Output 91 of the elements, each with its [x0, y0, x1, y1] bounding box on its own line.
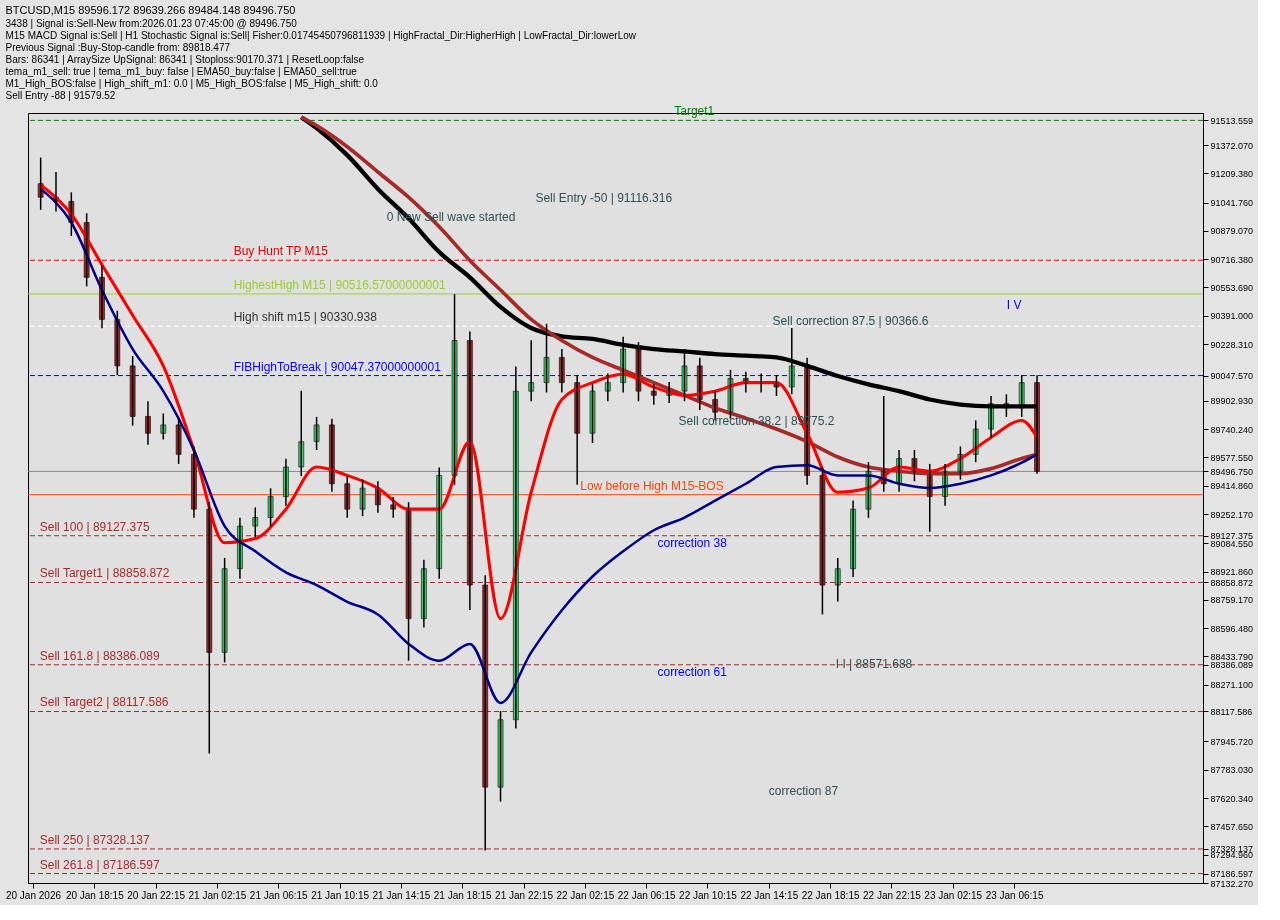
text: 3438 | Signal is:Sell-New from:2026.01.23 07:45:00 @ 89496.750	[5, 18, 298, 30]
y-tick-label: 87132.270	[1210, 878, 1254, 889]
text: tema_m1_sell: true | tema_m1_buy: false | EMA50_buy:false | EMA50_sell:true	[5, 66, 358, 78]
candlestick	[252, 506, 259, 538]
y-tick-label: 89902.930	[1210, 396, 1254, 407]
x-tick-label: 20 Jan 22:15	[127, 889, 186, 901]
ref-line-label: Sell 261.8 | 87186.597	[39, 857, 160, 872]
chart-title: BTCUSD,M15 89596.172 89639.266 89484.148 89496.750	[5, 4, 296, 17]
y-tick-label: 87457.650	[1210, 821, 1254, 832]
y-tick-label: 88271.100	[1210, 680, 1254, 691]
y-tick-label: 89414.860	[1210, 481, 1254, 492]
ref-line-label: FIBHighToBreak | 90047.37000000001	[233, 359, 442, 374]
candlestick	[635, 341, 642, 402]
candlestick	[160, 412, 167, 441]
x-tick-label: 21 Jan 22:15	[495, 889, 554, 901]
x-tick-label: 20 Jan 18:15	[65, 889, 125, 901]
annotation: I V	[1006, 298, 1022, 313]
ref-line-label: High shift m15 | 90330.938	[233, 310, 378, 325]
candlestick	[175, 417, 182, 465]
candlestick	[451, 293, 458, 486]
y-tick-label: 87186.597	[1210, 869, 1254, 880]
text: Previous Signal :Buy-Stop-candle from: 89818.477	[5, 42, 231, 54]
x-tick-label: 23 Jan 06:15	[985, 889, 1044, 901]
annotation: Sell Entry -50 | 91116.316	[535, 190, 673, 205]
text: Bars: 86341 | ArraySize UpSignal: 86341 | Stoploss:90170.371 | ResetLoop:false	[5, 54, 365, 66]
x-tick-label: 22 Jan 22:15	[863, 889, 922, 901]
x-tick-label: 22 Jan 10:15	[679, 889, 738, 901]
y-tick-label: 90047.570	[1210, 371, 1254, 382]
x-tick-label: 22 Jan 18:15	[801, 889, 860, 901]
y-tick-label: 91209.380	[1210, 168, 1254, 179]
y-tick-label: 88921.860	[1210, 567, 1254, 577]
y-tick-label: 90879.070	[1210, 226, 1254, 237]
ref-line-label: Sell Target1 | 88858.872	[39, 566, 170, 581]
y-tick-label: 91513.559	[1210, 115, 1254, 126]
x-tick-label: 22 Jan 02:15	[556, 889, 615, 901]
candlestick	[359, 478, 366, 517]
y-tick-label: 89740.240	[1210, 424, 1254, 435]
candlestick	[405, 501, 412, 662]
y-tick-label: 89577.550	[1210, 452, 1254, 463]
y-tick-label: 87783.030	[1210, 765, 1254, 776]
y-tick-label: 90228.310	[1210, 339, 1254, 350]
text: Sell Entry -88 | 91579.52	[5, 90, 116, 102]
y-tick-label: 90716.380	[1210, 254, 1254, 265]
candlestick	[129, 355, 136, 427]
candlestick	[865, 461, 872, 519]
candlestick	[589, 383, 596, 444]
y-tick-label: 90553.690	[1210, 282, 1254, 293]
y-tick-label: 91041.760	[1210, 198, 1254, 209]
x-tick-label: 21 Jan 14:15	[372, 889, 431, 901]
annotation: correction 87	[768, 783, 839, 798]
candlestick	[681, 348, 688, 402]
text: M15 MACD Signal is:Sell | H1 Stochastic Signal is:Sell| Fisher:0.01745450796811939 | HighFractal_Dir:HigherHigh | LowFractal_Dir:lowerLow	[5, 30, 637, 42]
x-tick-label: 22 Jan 06:15	[617, 889, 677, 901]
ref-line-label: Buy Hunt TP M15	[233, 244, 329, 259]
x-tick-label: 23 Jan 02:15	[924, 889, 983, 901]
y-tick-label: 91372.070	[1210, 140, 1254, 151]
y-tick-label: 90391.000	[1210, 311, 1254, 322]
x-tick-label: 21 Jan 06:15	[249, 889, 309, 901]
ref-line-label: Sell Target2 | 88117.586	[39, 695, 169, 710]
annotation: correction 38	[657, 535, 728, 550]
candlestick	[298, 390, 305, 477]
x-tick-label: 22 Jan 14:15	[740, 889, 799, 901]
y-tick-label: 87620.340	[1210, 793, 1254, 804]
candlestick	[267, 487, 274, 528]
candlestick	[313, 416, 320, 451]
ref-line-label: Sell 100 | 89127.375	[39, 519, 150, 534]
y-tick-label: 87945.720	[1210, 736, 1254, 747]
y-tick-label: 88759.170	[1210, 595, 1254, 606]
y-tick-label: 88596.480	[1210, 623, 1254, 634]
candlestick	[221, 557, 228, 664]
candlestick	[497, 710, 504, 803]
x-tick-label: 21 Jan 18:15	[433, 889, 493, 901]
ref-line-label: Low before High M15-BOS	[580, 478, 724, 493]
candlestick	[651, 383, 657, 406]
y-tick-label: 88386.089	[1210, 660, 1254, 671]
line-series	[39, 183, 1039, 621]
annotation: correction 61	[657, 664, 728, 679]
y-tick-label: 88117.586	[1210, 706, 1253, 717]
text: M1_High_BOS:false | High_shift_m1: 0.0 | M5_High_BOS:false | M5_High_shift: 0.0	[5, 78, 379, 90]
ref-line-label: Sell 250 | 87328.137	[39, 832, 150, 847]
ref-line-label: Sell 161.8 | 88386.089	[39, 648, 160, 663]
y-tick-label: 88858.872	[1210, 577, 1254, 588]
y-tick-label: 89252.170	[1210, 509, 1254, 520]
x-tick-label: 20 Jan 2026	[5, 889, 62, 901]
x-tick-label: 21 Jan 10:15	[311, 889, 370, 901]
y-tick-label: 89496.750	[1210, 466, 1254, 477]
y-tick-label: 88433.790	[1210, 651, 1254, 662]
annotation: Sell correction 87.5 | 90366.6	[772, 313, 929, 328]
x-tick-label: 21 Jan 02:15	[188, 889, 247, 901]
ref-line-label: HighestHigh M15 | 90516.57000000001	[233, 277, 446, 292]
candlestick	[543, 323, 550, 394]
